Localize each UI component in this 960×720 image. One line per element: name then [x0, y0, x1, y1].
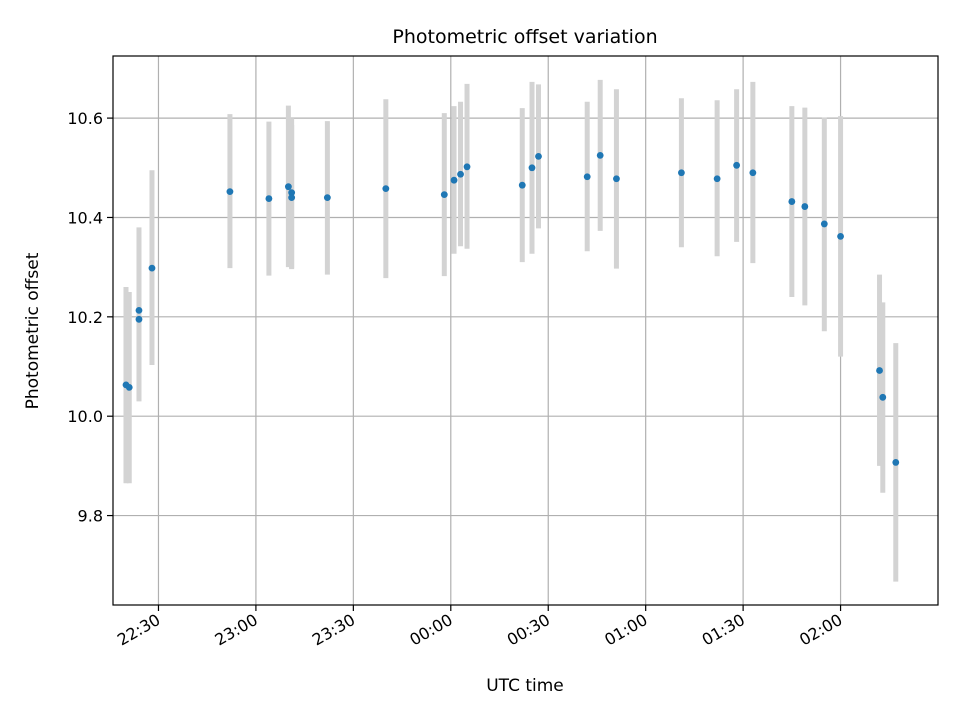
data-point: [801, 203, 809, 210]
y-tick-label: 9.8: [78, 507, 103, 526]
data-point: [879, 393, 887, 401]
data-point: [837, 232, 844, 240]
data-point: [713, 175, 721, 183]
data-point: [323, 194, 331, 201]
y-axis-title: Photometric offset: [23, 252, 43, 409]
data-point: [135, 315, 143, 323]
data-point: [148, 264, 156, 272]
y-tick-label: 10.0: [67, 407, 103, 426]
y-tick-label: 10.4: [67, 208, 103, 227]
data-point: [613, 175, 620, 183]
grid: [113, 56, 938, 605]
x-axis-title: UTC time: [486, 676, 564, 696]
data-point: [450, 176, 458, 184]
data-point: [733, 161, 741, 169]
data-point: [135, 306, 143, 314]
data-point: [678, 169, 685, 177]
data-point: [876, 367, 883, 374]
data-point: [820, 220, 828, 228]
y-tick-label: 10.6: [67, 109, 103, 128]
data-point: [440, 191, 448, 199]
data-point: [288, 194, 296, 201]
data-point: [284, 183, 292, 191]
chart-title: Photometric offset variation: [392, 26, 657, 48]
data-points: [122, 151, 900, 466]
data-point: [457, 170, 464, 178]
y-axis-ticks: 9.8 10.0 10.2 10.4 10.6: [67, 109, 113, 526]
y-tick-label: 10.2: [67, 308, 103, 327]
data-point: [749, 169, 757, 177]
data-point: [125, 383, 133, 391]
data-point: [596, 151, 604, 159]
data-point: [463, 163, 471, 171]
data-point: [288, 189, 296, 197]
data-point: [382, 185, 390, 193]
data-point: [583, 173, 591, 181]
data-point: [265, 195, 273, 202]
data-point: [226, 188, 234, 196]
data-point: [518, 181, 526, 189]
plot-frame: [112, 55, 939, 606]
data-point: [528, 164, 536, 172]
data-point: [892, 459, 900, 466]
data-point: [788, 198, 796, 205]
data-point: [535, 152, 542, 160]
